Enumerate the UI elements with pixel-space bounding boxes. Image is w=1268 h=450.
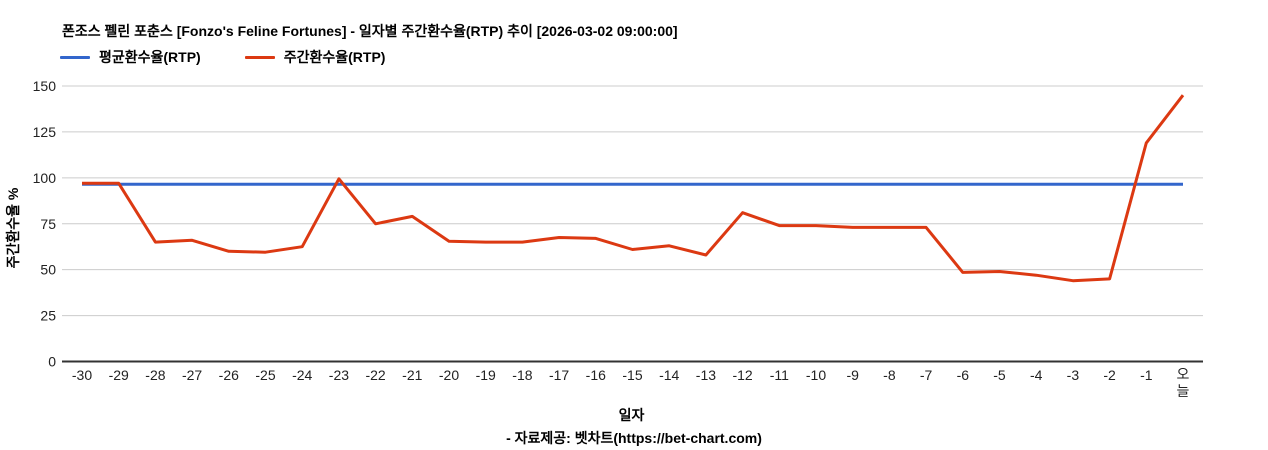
x-tick-label--25: -25	[255, 367, 275, 383]
x-tick-label--24: -24	[292, 367, 312, 383]
x-tick-label--28: -28	[145, 367, 165, 383]
x-tick-label--7: -7	[920, 367, 933, 383]
y-axis-title: 주간환수율 %	[5, 187, 21, 269]
x-tick-label--4: -4	[1030, 367, 1043, 383]
data-source-note: - 자료제공: 벳차트(https://bet-chart.com)	[506, 430, 762, 446]
legend-label-average: 평균환수율(RTP)	[99, 49, 201, 65]
y-tick-label-25: 25	[40, 308, 56, 324]
x-tick-label--21: -21	[402, 367, 422, 383]
x-tick-label--13: -13	[696, 367, 716, 383]
weekly-rtp-line	[82, 94, 1185, 283]
y-tick-label-125: 125	[33, 124, 57, 140]
x-tick-label--12: -12	[732, 367, 752, 383]
x-tick-label--2: -2	[1103, 367, 1116, 383]
x-tick-label--19: -19	[476, 367, 496, 383]
x-tick-label--15: -15	[622, 367, 642, 383]
y-tick-label-100: 100	[33, 170, 57, 186]
legend-item-weekly[interactable]: 주간환수율(RTP)	[244, 47, 386, 67]
y-tick-label-75: 75	[40, 216, 56, 232]
x-tick-label--10: -10	[806, 367, 826, 383]
x-tick-label--5: -5	[993, 367, 1006, 383]
x-tick-label--18: -18	[512, 367, 532, 383]
x-tick-label--1: -1	[1140, 367, 1153, 383]
x-tick-label--23: -23	[329, 367, 349, 383]
x-tick-label--30: -30	[72, 367, 92, 383]
x-tick-label--26: -26	[219, 367, 239, 383]
y-tick-label-0: 0	[48, 354, 56, 370]
x-tick-label--20: -20	[439, 367, 459, 383]
x-tick-label--11: -11	[770, 367, 789, 383]
x-tick-label--3: -3	[1067, 367, 1080, 383]
legend-label-weekly: 주간환수율(RTP)	[283, 49, 386, 65]
chart-title: 폰조스 펠린 포춘스 [Fonzo's Feline Fortunes] - 일…	[62, 23, 678, 39]
average-line-swatch-icon	[60, 55, 90, 59]
y-tick-label-50: 50	[40, 262, 56, 278]
x-tick-label--8: -8	[883, 367, 896, 383]
x-tick-label--6: -6	[957, 367, 970, 383]
x-tick-label--27: -27	[182, 367, 202, 383]
x-tick-label--9: -9	[846, 367, 859, 383]
x-tick-label--29: -29	[109, 367, 129, 383]
x-tick-label--16: -16	[586, 367, 606, 383]
x-tick-label--22: -22	[365, 367, 385, 383]
y-tick-label-150: 150	[33, 78, 57, 94]
weekly-line-swatch-icon	[244, 55, 275, 59]
x-tick-label--17: -17	[549, 367, 569, 383]
chart-legend: 평균환수율(RTP) 주간환수율(RTP)	[60, 47, 385, 67]
x-axis-title: 일자	[618, 407, 645, 423]
x-tick-label--14: -14	[659, 367, 679, 383]
legend-item-average[interactable]: 평균환수율(RTP)	[60, 47, 201, 67]
